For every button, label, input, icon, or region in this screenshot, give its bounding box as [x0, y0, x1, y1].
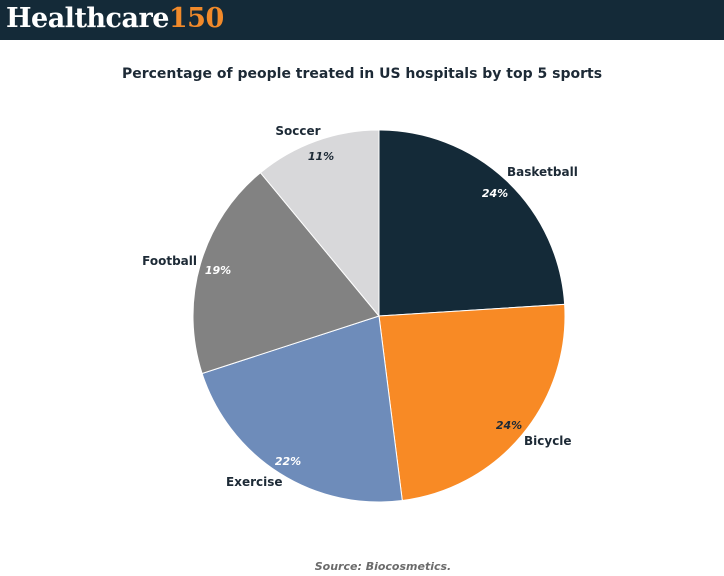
- slice-percent-basketball: 24%: [482, 187, 508, 200]
- slice-label-exercise: Exercise: [226, 475, 283, 489]
- pie-slice-football: [192, 171, 380, 375]
- pie-slice-basketball: [378, 129, 566, 317]
- logo-number: 150: [168, 3, 224, 34]
- chart-title: Percentage of people treated in US hospi…: [121, 66, 603, 82]
- pie-slice-soccer: [259, 129, 380, 318]
- slice-label-bicycle: Bicycle: [524, 434, 572, 448]
- logo-word: Healthcare: [6, 3, 169, 34]
- slice-label-football: Football: [142, 254, 197, 268]
- slice-percent-football: 19%: [205, 264, 231, 277]
- site-logo[interactable]: Healthcare150: [6, 0, 224, 40]
- pie-slice-exercise: [201, 315, 403, 503]
- slice-percent-exercise: 22%: [275, 455, 301, 468]
- slice-label-basketball: Basketball: [507, 165, 578, 179]
- slice-percent-bicycle: 24%: [496, 419, 522, 432]
- header-bar: Healthcare150: [0, 0, 724, 40]
- slice-percent-soccer: 11%: [308, 150, 334, 163]
- pie-slice-bicycle: [378, 303, 566, 502]
- source-caption: Source: Biocosmetics.: [314, 560, 452, 573]
- slice-label-soccer: Soccer: [275, 124, 320, 138]
